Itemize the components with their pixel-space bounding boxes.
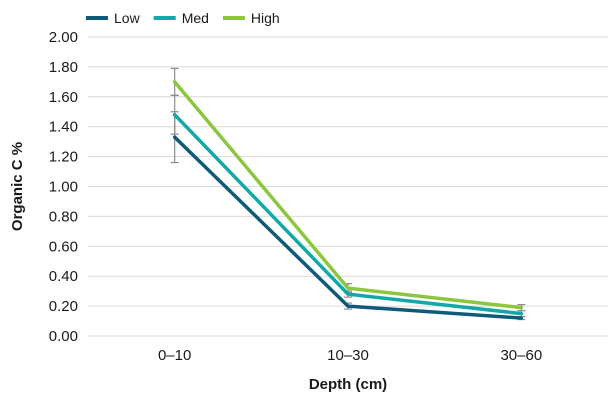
x-axis-title: Depth (cm) <box>309 376 387 393</box>
y-tick-label: 0.80 <box>49 208 78 225</box>
y-tick-label: 1.80 <box>49 59 78 76</box>
y-tick-label: 1.00 <box>49 179 78 196</box>
series-lines <box>172 80 524 320</box>
legend-label: Med <box>182 10 209 26</box>
legend-item-high: High <box>222 10 280 26</box>
x-axis-ticks: 0–10 10–30 30–60 <box>158 347 542 364</box>
error-bars <box>170 67 526 321</box>
legend-label: High <box>251 10 280 26</box>
y-tick-label: 2.00 <box>49 29 78 46</box>
y-tick-label: 1.20 <box>49 149 78 166</box>
series-line-med <box>172 112 524 316</box>
y-tick-label: 0.40 <box>49 268 78 285</box>
y-tick-label: 1.40 <box>49 119 78 136</box>
legend-label: Low <box>114 10 141 26</box>
series-line-low <box>172 135 524 320</box>
x-tick-label: 30–60 <box>500 347 542 364</box>
y-tick-label: 1.60 <box>49 89 78 106</box>
y-tick-label: 0.20 <box>49 298 78 315</box>
series-line-high <box>172 80 524 310</box>
y-tick-label: 0.00 <box>49 328 78 345</box>
legend: Low Med High <box>86 10 280 26</box>
y-axis-ticks: 0.00 0.20 0.40 0.60 0.80 1.00 1.20 1.40 1.60 1.80… <box>49 29 78 345</box>
y-axis-title: Organic C % <box>9 142 26 231</box>
y-tick-label: 0.60 <box>49 238 78 255</box>
x-tick-label: 0–10 <box>158 347 191 364</box>
legend-item-med: Med <box>153 10 209 26</box>
legend-item-low: Low <box>86 10 141 26</box>
x-tick-label: 10–30 <box>327 347 369 364</box>
